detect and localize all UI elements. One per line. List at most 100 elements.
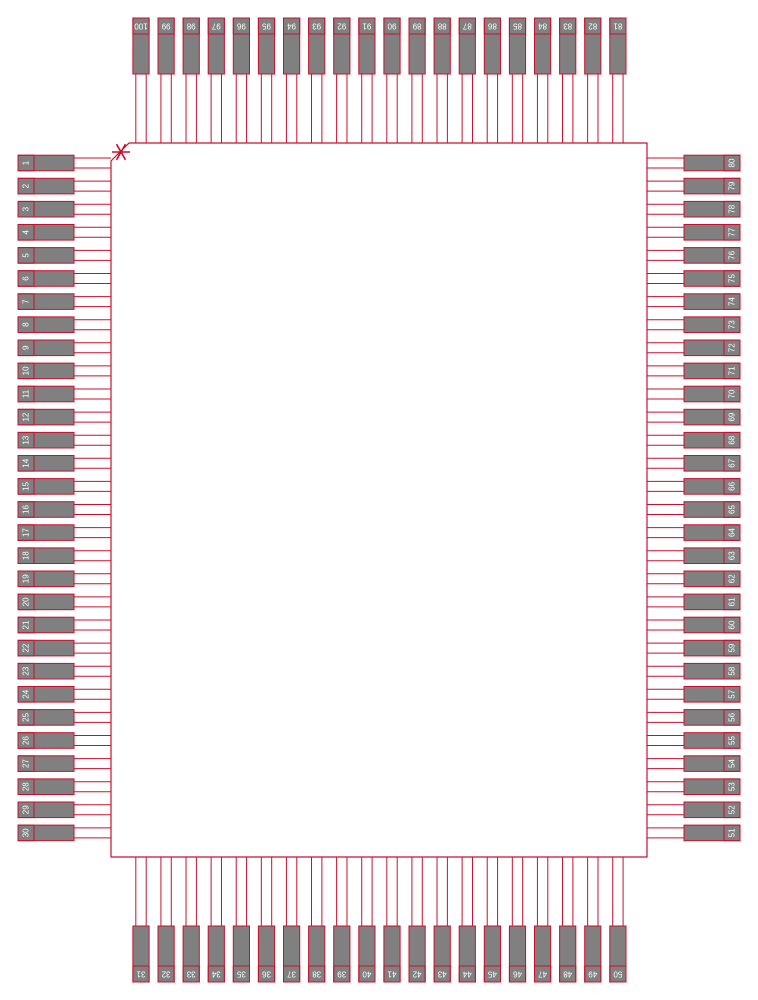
pin-86: 86 — [484, 18, 500, 143]
pin-57: 57 — [647, 687, 740, 703]
pin-27: 27 — [18, 756, 111, 772]
pin-number-90: 90 — [387, 22, 396, 31]
package-body — [111, 143, 647, 857]
pin-number-53: 53 — [728, 782, 737, 791]
pin-number-98: 98 — [186, 22, 195, 31]
pin-69: 69 — [647, 409, 740, 425]
pin-number-36: 36 — [262, 970, 271, 979]
pin-63: 63 — [647, 548, 740, 564]
pin-45: 45 — [484, 857, 500, 982]
pin-11: 11 — [18, 386, 111, 402]
pin-68: 68 — [647, 432, 740, 448]
pin-99: 99 — [158, 18, 174, 143]
pin-number-27: 27 — [22, 759, 31, 768]
pin-number-94: 94 — [287, 22, 296, 31]
pin-50: 50 — [610, 857, 626, 982]
pin-number-86: 86 — [487, 22, 496, 31]
pin-78: 78 — [647, 201, 740, 217]
pin-13: 13 — [18, 432, 111, 448]
pin-number-39: 39 — [337, 970, 346, 979]
pin-number-95: 95 — [262, 22, 271, 31]
pin-25: 25 — [18, 710, 111, 726]
pin-58: 58 — [647, 663, 740, 679]
pin-number-38: 38 — [312, 970, 321, 979]
pin-number-7: 7 — [22, 299, 31, 304]
pin-81: 81 — [610, 18, 626, 143]
pin-number-96: 96 — [236, 22, 245, 31]
pin-number-31: 31 — [136, 970, 145, 979]
pin-75: 75 — [647, 271, 740, 287]
pin-87: 87 — [459, 18, 475, 143]
pin-93: 93 — [309, 18, 325, 143]
pin-number-62: 62 — [728, 574, 737, 583]
pin-10: 10 — [18, 363, 111, 379]
pin-32: 32 — [158, 857, 174, 982]
pin-number-15: 15 — [22, 481, 31, 490]
pin-number-14: 14 — [22, 458, 31, 467]
pin-number-11: 11 — [22, 389, 31, 398]
pin-65: 65 — [647, 502, 740, 518]
pin-number-54: 54 — [728, 759, 737, 768]
pin-number-99: 99 — [161, 22, 170, 31]
pin-2: 2 — [18, 178, 111, 194]
pin-number-89: 89 — [412, 22, 421, 31]
pin-16: 16 — [18, 502, 111, 518]
pin-85: 85 — [509, 18, 525, 143]
pin-number-29: 29 — [22, 805, 31, 814]
pin-number-77: 77 — [728, 227, 737, 236]
pin-4: 4 — [18, 225, 111, 241]
pin-number-69: 69 — [728, 412, 737, 421]
pin-100: 100 — [133, 18, 149, 143]
pin-number-79: 79 — [728, 181, 737, 190]
pin-number-78: 78 — [728, 204, 737, 213]
pin-3: 3 — [18, 201, 111, 217]
pin-70: 70 — [647, 386, 740, 402]
pin-number-71: 71 — [728, 366, 737, 375]
pin-number-26: 26 — [22, 736, 31, 745]
pin-number-65: 65 — [728, 505, 737, 514]
pin-53: 53 — [647, 779, 740, 795]
pin-number-97: 97 — [211, 22, 220, 31]
pin-number-72: 72 — [728, 343, 737, 352]
pin-number-21: 21 — [22, 620, 31, 629]
pin-number-82: 82 — [588, 22, 597, 31]
pin-number-45: 45 — [487, 970, 496, 979]
pin-56: 56 — [647, 710, 740, 726]
pin-number-47: 47 — [538, 970, 547, 979]
pin-number-19: 19 — [22, 574, 31, 583]
pin-36: 36 — [258, 857, 274, 982]
pin-22: 22 — [18, 640, 111, 656]
pin-73: 73 — [647, 317, 740, 333]
pin-42: 42 — [409, 857, 425, 982]
pin-41: 41 — [384, 857, 400, 982]
pin-7: 7 — [18, 294, 111, 310]
pin-61: 61 — [647, 594, 740, 610]
pin-34: 34 — [208, 857, 224, 982]
pin-number-22: 22 — [22, 643, 31, 652]
pin-55: 55 — [647, 733, 740, 749]
pin-number-48: 48 — [563, 970, 572, 979]
pin-80: 80 — [647, 155, 740, 171]
pin-19: 19 — [18, 571, 111, 587]
pin-number-81: 81 — [613, 22, 622, 31]
pin-number-60: 60 — [728, 620, 737, 629]
pin-90: 90 — [384, 18, 400, 143]
pin-number-30: 30 — [22, 828, 31, 837]
pin-number-80: 80 — [728, 158, 737, 167]
pin-39: 39 — [334, 857, 350, 982]
pin-60: 60 — [647, 617, 740, 633]
pin-92: 92 — [334, 18, 350, 143]
pin-54: 54 — [647, 756, 740, 772]
pin-43: 43 — [434, 857, 450, 982]
pin-number-44: 44 — [462, 970, 471, 979]
pin-72: 72 — [647, 340, 740, 356]
pin-52: 52 — [647, 802, 740, 818]
pin-26: 26 — [18, 733, 111, 749]
pin-96: 96 — [233, 18, 249, 143]
pin-number-73: 73 — [728, 320, 737, 329]
pin-number-35: 35 — [236, 970, 245, 979]
pin-24: 24 — [18, 687, 111, 703]
pin-47: 47 — [535, 857, 551, 982]
pin-6: 6 — [18, 271, 111, 287]
pin-12: 12 — [18, 409, 111, 425]
